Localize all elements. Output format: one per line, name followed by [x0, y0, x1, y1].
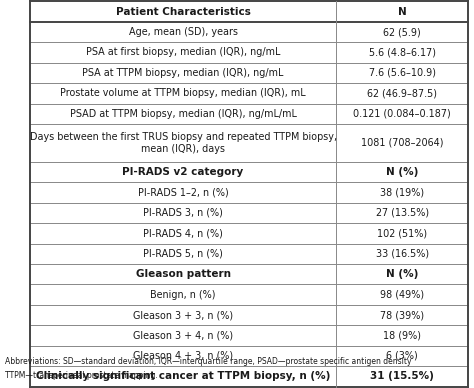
Text: 33 (16.5%): 33 (16.5%): [375, 249, 429, 259]
Text: PI-RADS 4, ⁠n⁠ (%): PI-RADS 4, ⁠n⁠ (%): [143, 229, 223, 238]
Text: PSA at first biopsy, median (IQR), ng/mL: PSA at first biopsy, median (IQR), ng/mL: [86, 47, 280, 57]
Text: Age, mean (SD), years: Age, mean (SD), years: [128, 27, 237, 37]
Text: N (%): N (%): [386, 269, 419, 279]
Text: 5.6 (4.8–6.17): 5.6 (4.8–6.17): [369, 47, 436, 57]
Text: Gleason 3 + 3, ⁠n⁠ (%): Gleason 3 + 3, ⁠n⁠ (%): [133, 310, 233, 320]
Text: Gleason 3 + 4, ⁠n⁠ (%): Gleason 3 + 4, ⁠n⁠ (%): [133, 331, 233, 341]
Text: 102 (51%): 102 (51%): [377, 229, 427, 238]
Text: Benign, ⁠n⁠ (%): Benign, ⁠n⁠ (%): [150, 290, 216, 300]
Text: 27 (13.5%): 27 (13.5%): [375, 208, 429, 218]
Text: Days between the first TRUS biopsy and repeated TTPM biopsy,
mean (IQR), days: Days between the first TRUS biopsy and r…: [29, 132, 337, 154]
Text: 7.6 (5.6–10.9): 7.6 (5.6–10.9): [369, 68, 436, 78]
Text: PSAD at TTPM biopsy, median (IQR), ng/mL/mL: PSAD at TTPM biopsy, median (IQR), ng/mL…: [70, 109, 297, 119]
Text: Gleason 4 + 3, ⁠n⁠ (%): Gleason 4 + 3, ⁠n⁠ (%): [133, 351, 233, 361]
Text: N (%): N (%): [386, 167, 419, 177]
Text: N: N: [398, 7, 407, 17]
Text: 18 (9%): 18 (9%): [383, 331, 421, 341]
Text: 62 (46.9–87.5): 62 (46.9–87.5): [367, 88, 437, 98]
Text: 0.121 (0.084–0.187): 0.121 (0.084–0.187): [353, 109, 451, 119]
Text: 1081 (708–2064): 1081 (708–2064): [361, 138, 444, 148]
Text: 38 (19%): 38 (19%): [380, 187, 424, 197]
Text: PI-RADS 1–2, ⁠n⁠ (%): PI-RADS 1–2, ⁠n⁠ (%): [138, 187, 228, 197]
Text: 31 (15.5%): 31 (15.5%): [370, 371, 434, 381]
Text: PI-RADS 3, ⁠n⁠ (%): PI-RADS 3, ⁠n⁠ (%): [143, 208, 223, 218]
Text: Patient Characteristics: Patient Characteristics: [116, 7, 251, 17]
Text: Clinically significant cancer at TTPM biopsy, ⁠n⁠ (%): Clinically significant cancer at TTPM bi…: [36, 371, 330, 381]
Text: 78 (39%): 78 (39%): [380, 310, 424, 320]
Text: PSA at TTPM biopsy, median (IQR), ng/mL: PSA at TTPM biopsy, median (IQR), ng/mL: [82, 68, 284, 78]
Text: PI-RADS v2 category: PI-RADS v2 category: [122, 167, 244, 177]
Text: PI-RADS 5, ⁠n⁠ (%): PI-RADS 5, ⁠n⁠ (%): [143, 249, 223, 259]
Text: Abbreviations: SD—standard deviation, IQR—interquartile range, PSAD—prostate spe: Abbreviations: SD—standard deviation, IQ…: [5, 357, 411, 366]
Text: TTPM—transperineal prostate mapping.: TTPM—transperineal prostate mapping.: [5, 371, 157, 379]
Text: 62 (5.9): 62 (5.9): [383, 27, 421, 37]
Text: 6 (3%): 6 (3%): [386, 351, 418, 361]
Text: Gleason pattern: Gleason pattern: [136, 269, 230, 279]
Text: Prostate volume at TTPM biopsy, median (IQR), mL: Prostate volume at TTPM biopsy, median (…: [60, 88, 306, 98]
Text: 98 (49%): 98 (49%): [380, 290, 424, 300]
